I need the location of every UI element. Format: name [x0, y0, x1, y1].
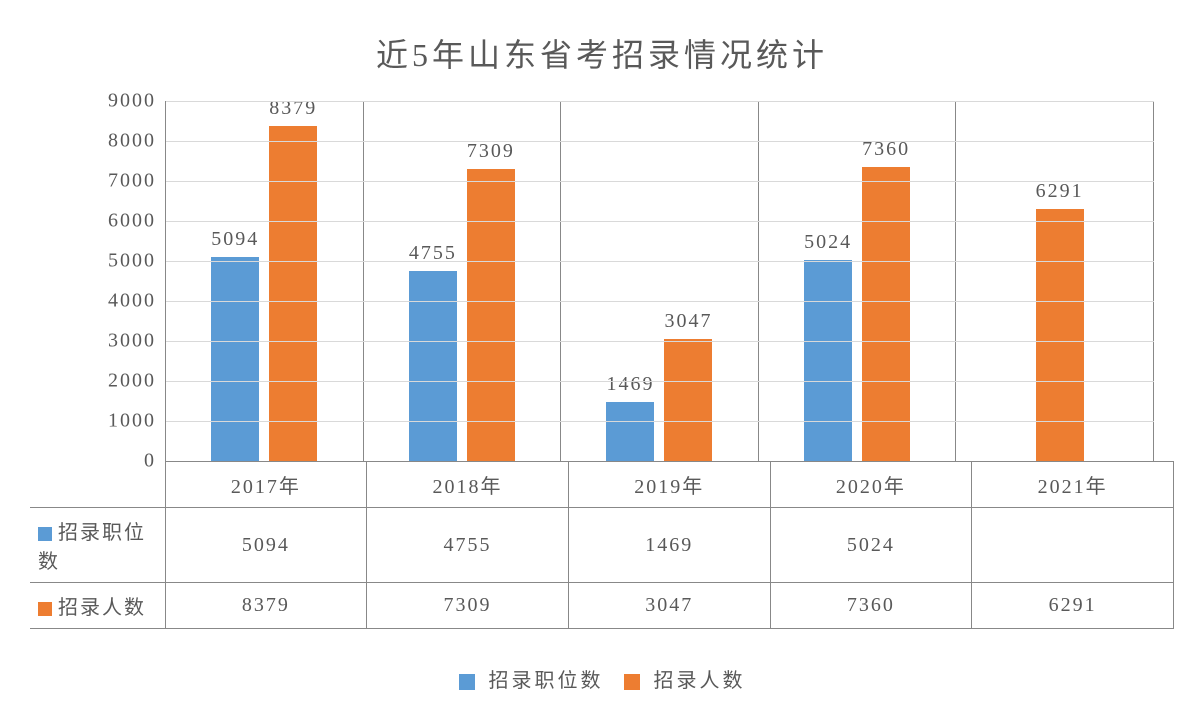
- bar: 6291: [1036, 209, 1084, 461]
- table-column-header: 2017年: [165, 462, 367, 508]
- bar-value-label: 5024: [804, 231, 852, 254]
- bar: 5024: [804, 260, 852, 461]
- gridline: [166, 101, 1154, 102]
- table-column-header: 2019年: [568, 462, 770, 508]
- y-axis-label: 1000: [108, 409, 166, 432]
- table-cell: 5024: [770, 508, 972, 583]
- gridline: [166, 421, 1154, 422]
- gridline: [166, 261, 1154, 262]
- bar-value-label: 6291: [1036, 180, 1084, 203]
- bar: 4755: [409, 271, 457, 461]
- legend-swatch: [624, 674, 640, 690]
- table-cell: 5094: [165, 508, 367, 583]
- y-axis-label: 5000: [108, 249, 166, 272]
- chart-title: 近5年山东省考招录情况统计: [30, 30, 1174, 76]
- y-axis-label: 9000: [108, 90, 166, 113]
- y-axis-label: 3000: [108, 330, 166, 353]
- bar-group: 50247360: [759, 101, 957, 461]
- gridline: [166, 301, 1154, 302]
- bar-value-label: 1469: [606, 373, 654, 396]
- bar-value-label: 5094: [211, 228, 259, 251]
- y-axis-label: 6000: [108, 210, 166, 233]
- table-cell: 7360: [770, 583, 972, 629]
- bar-value-label: 7309: [467, 140, 515, 163]
- bar-groups: 509483794755730914693047502473606291: [166, 101, 1154, 461]
- legend-swatch: [459, 674, 475, 690]
- data-table: 2017年2018年2019年2020年2021年招录职位数5094475514…: [30, 461, 1174, 629]
- table-row-header: 招录职位数: [30, 508, 165, 583]
- table-cell: 8379: [165, 583, 367, 629]
- legend-item: 招录人数: [624, 664, 746, 693]
- gridline: [166, 181, 1154, 182]
- bar: 5094: [211, 257, 259, 461]
- chart-container: 近5年山东省考招录情况统计 50948379475573091469304750…: [0, 0, 1204, 724]
- table-cell: 7309: [367, 583, 569, 629]
- legend-swatch: [38, 602, 52, 616]
- table-cell: 3047: [568, 583, 770, 629]
- y-axis-label: 7000: [108, 169, 166, 192]
- bar: 1469: [606, 402, 654, 461]
- y-axis-label: 8000: [108, 129, 166, 152]
- table-column-header: 2020年: [770, 462, 972, 508]
- gridline: [166, 221, 1154, 222]
- legend-swatch: [38, 527, 52, 541]
- bar: 8379: [269, 126, 317, 461]
- table-cell: [972, 508, 1174, 583]
- y-axis-label: 4000: [108, 290, 166, 313]
- table-cell: 4755: [367, 508, 569, 583]
- bar: 3047: [664, 339, 712, 461]
- y-axis-label: 2000: [108, 370, 166, 393]
- bar: 7360: [862, 167, 910, 461]
- y-axis-label: 0: [144, 450, 166, 473]
- plot-frame: 509483794755730914693047502473606291 010…: [165, 101, 1154, 461]
- bar-value-label: 3047: [664, 310, 712, 333]
- bar-group: 50948379: [166, 101, 364, 461]
- table-row-header: 招录人数: [30, 583, 165, 629]
- table-column-header: 2018年: [367, 462, 569, 508]
- gridline: [166, 141, 1154, 142]
- gridline: [166, 341, 1154, 342]
- table-cell: 1469: [568, 508, 770, 583]
- table-column-header: 2021年: [972, 462, 1174, 508]
- gridline: [166, 381, 1154, 382]
- legend-item: 招录职位数: [459, 664, 604, 693]
- bar-group: 14693047: [561, 101, 759, 461]
- plot-area: 509483794755730914693047502473606291 010…: [165, 101, 1154, 461]
- chart-legend: 招录职位数 招录人数: [30, 664, 1174, 693]
- table-cell: 6291: [972, 583, 1174, 629]
- bar-group: 47557309: [364, 101, 562, 461]
- bar: 7309: [467, 169, 515, 461]
- bar-group: 6291: [956, 101, 1154, 461]
